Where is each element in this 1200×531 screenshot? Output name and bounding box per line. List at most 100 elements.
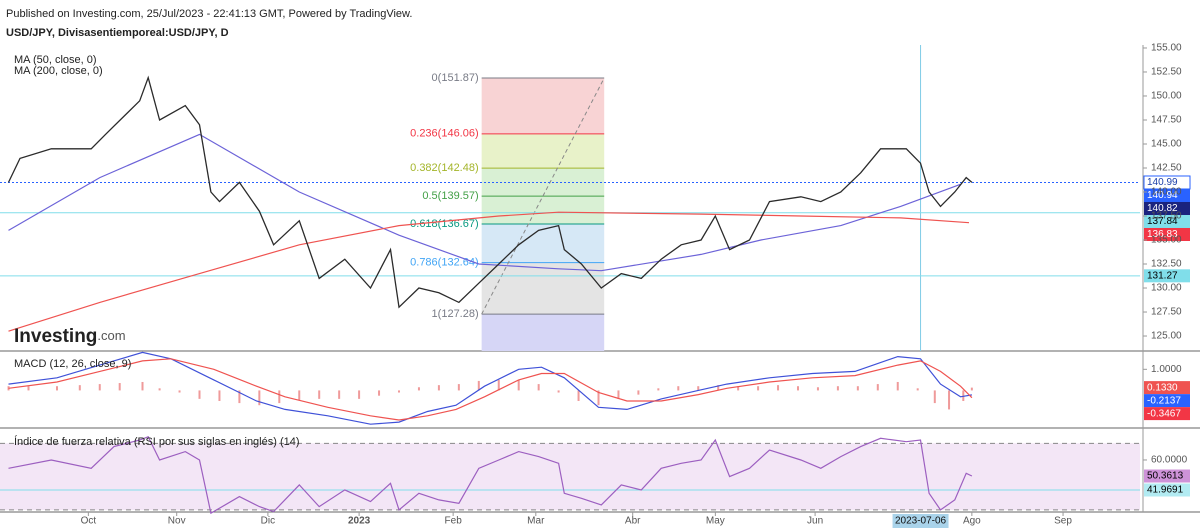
price-label: 140.94 <box>1147 190 1178 201</box>
x-tick-label: Mar <box>527 516 545 527</box>
histogram-bar <box>158 388 161 391</box>
histogram-bar <box>697 386 700 391</box>
price-label-box <box>1144 381 1190 395</box>
price-label-box <box>1144 469 1190 483</box>
y-tick-label: 125.00 <box>1151 331 1182 342</box>
x-tick-label: May <box>706 516 725 527</box>
y-tick-label: 127.50 <box>1151 307 1182 318</box>
histogram-bar <box>218 390 221 401</box>
indicator-line <box>8 435 973 515</box>
fib-zone <box>481 133 605 169</box>
price-label: -0.2137 <box>1147 395 1181 406</box>
price-label-box <box>1144 188 1190 202</box>
histogram-bar <box>970 387 973 391</box>
x-tick-label: 2023 <box>348 516 371 527</box>
histogram-bar <box>757 386 760 391</box>
y-tick-label: 140.00 <box>1151 187 1182 198</box>
price-label: 50.3613 <box>1147 471 1184 482</box>
histogram-bar <box>557 390 560 393</box>
histogram-bar <box>318 390 321 399</box>
price-label: 140.99 <box>1147 177 1178 188</box>
x-tick-label: Feb <box>445 516 463 527</box>
fib-label: 0.382(142.48) <box>410 162 479 174</box>
x-tick-label: Abr <box>625 516 641 527</box>
histogram-bar <box>948 390 951 410</box>
histogram-bar <box>637 390 640 395</box>
plot-layer: 0(151.87) 0.236(146.06) 0.382(142.48) 0.5(1… <box>0 43 1200 528</box>
histogram-bar <box>777 385 780 391</box>
fib-label: 1(127.28) <box>432 308 479 320</box>
price-label: -0.3467 <box>1147 408 1181 419</box>
symbol-title: USD/JPY, Divisasentiemporeal:USD/JPY, D <box>6 27 229 39</box>
histogram-bar <box>933 390 936 404</box>
fib-zone <box>481 314 605 351</box>
fib-zone <box>481 262 605 315</box>
panel-title: Índice de fuerza relativa (RSI por sus s… <box>14 435 300 448</box>
histogram-bar <box>497 379 500 391</box>
histogram-bar <box>896 381 899 391</box>
histogram-bar <box>717 385 720 391</box>
fib-label: 0.618(136.67) <box>410 218 479 230</box>
legend-entry: MA (50, close, 0) <box>14 54 97 66</box>
histogram-bar <box>278 390 281 404</box>
x-tick-label: Ago <box>963 516 981 527</box>
y-tick-label: 147.50 <box>1151 115 1182 126</box>
x-tick-label: Nov <box>168 516 186 527</box>
fib-label: 0(151.87) <box>432 72 479 84</box>
histogram-bar <box>238 390 241 404</box>
histogram-bar <box>298 390 301 400</box>
histogram-bar <box>816 387 819 391</box>
y-tick-label: 1.0000 <box>1151 364 1182 375</box>
fib-zone <box>481 223 605 263</box>
histogram-bar <box>378 390 381 396</box>
y-tick-label: 132.50 <box>1151 259 1182 270</box>
histogram-bar <box>836 386 839 391</box>
x-tick-label: Sep <box>1054 516 1072 527</box>
histogram-bar <box>577 390 580 401</box>
rsi-band <box>0 443 1140 510</box>
price-label: 136.83 <box>1147 229 1178 240</box>
histogram-bar <box>517 379 520 391</box>
histogram-bar <box>56 386 58 391</box>
price-label: 137.84 <box>1147 216 1178 227</box>
fib-label: 0.236(146.06) <box>410 128 479 140</box>
y-tick-label: 145.00 <box>1151 139 1182 150</box>
published-note: Published on Investing.com, 25/Jul/2023 … <box>6 8 412 20</box>
fib-zone <box>481 196 605 224</box>
fib-zone <box>481 78 605 134</box>
histogram-bar <box>78 385 81 391</box>
price-label-box <box>1144 214 1190 228</box>
histogram-bar <box>856 386 859 391</box>
date-marker-box <box>892 514 949 528</box>
y-tick-label: 130.00 <box>1151 283 1182 294</box>
fib-label: 0.5(139.57) <box>422 190 478 202</box>
y-tick-label: 150.00 <box>1151 91 1182 102</box>
y-tick-label: 142.50 <box>1151 163 1182 174</box>
logo: Investing.com <box>14 326 126 347</box>
histogram-bar <box>737 386 740 391</box>
y-tick-label: 135.00 <box>1151 235 1182 246</box>
price-label-box <box>1144 201 1190 215</box>
histogram-bar <box>98 384 101 391</box>
histogram-bar <box>141 381 144 391</box>
histogram-bar <box>457 384 460 391</box>
x-tick-label: Dic <box>261 516 275 527</box>
histogram-bar <box>27 386 30 391</box>
logo-suffix: .com <box>97 328 125 343</box>
histogram-bar <box>118 383 121 391</box>
histogram-bar <box>258 390 261 406</box>
price-label: 131.27 <box>1147 270 1178 281</box>
price-label: 0.1330 <box>1147 382 1178 393</box>
histogram-bar <box>437 385 440 391</box>
fib-label: 0.786(132.64) <box>410 257 479 269</box>
y-tick-label: 137.50 <box>1151 211 1182 222</box>
moving-average <box>8 133 961 272</box>
histogram-bar <box>677 386 680 391</box>
panel-title: MACD (12, 26, close, 9) <box>14 358 131 370</box>
price-label-box <box>1144 269 1190 283</box>
indicator-line <box>8 351 972 425</box>
price-label: 41.9691 <box>1147 485 1184 496</box>
price-label-box <box>1144 483 1190 497</box>
fib-trend <box>481 77 605 315</box>
